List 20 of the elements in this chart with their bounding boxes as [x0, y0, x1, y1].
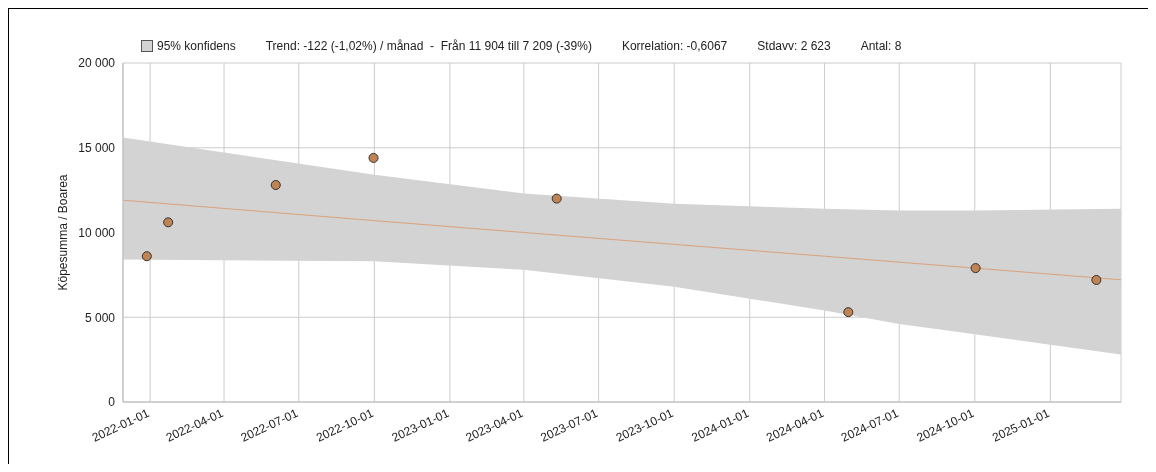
- y-tick-label: 15 000: [78, 141, 116, 156]
- point: [270, 180, 281, 191]
- point: [551, 193, 562, 204]
- text: Trend: -122 (-1,02%) / månad - Från 11 904 till 7 209 (-39%): [265, 39, 592, 53]
- y-tick-label: 20 000: [78, 56, 116, 71]
- text: Antal: 8: [860, 39, 902, 53]
- point: [1091, 274, 1102, 285]
- y-tick-label: 10 000: [78, 225, 116, 240]
- text: 95% konfidens: [157, 39, 236, 53]
- point: [141, 251, 152, 262]
- point: [163, 217, 174, 228]
- text: Stdavv: 2 623: [757, 39, 831, 53]
- point: [368, 152, 379, 163]
- y-axis-title: Köpesumma / Boarea: [56, 174, 71, 291]
- point: [970, 263, 981, 274]
- y-tick-label: 0: [108, 395, 116, 410]
- text: Korrelation: -0,6067: [621, 39, 728, 53]
- y-tick-label: 5 000: [84, 310, 116, 325]
- point: [843, 307, 854, 318]
- line-series: [123, 199, 1121, 281]
